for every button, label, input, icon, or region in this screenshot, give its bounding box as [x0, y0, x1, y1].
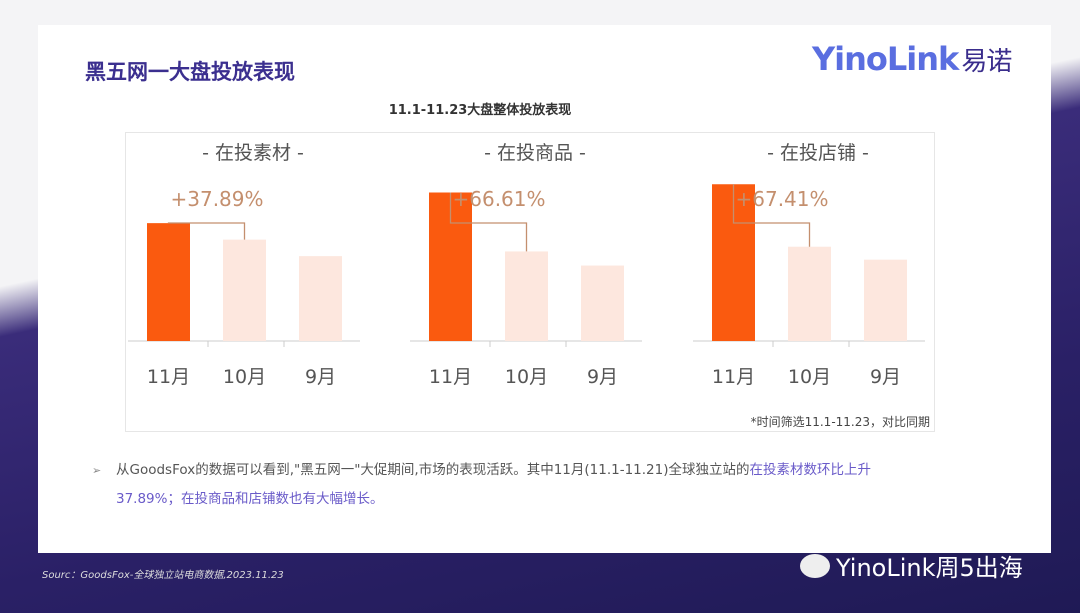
x-tick-label: 11月 — [712, 366, 755, 388]
watermark-text: YinoLink周5出海 — [836, 554, 1023, 582]
bar-9月 — [581, 265, 624, 341]
watermark: YinoLink周5出海 — [800, 548, 1023, 583]
slide-title: 黑五网一大盘投放表现 — [85, 60, 295, 84]
logo-cn: 易诺 — [961, 47, 1012, 77]
comparison-bracket — [167, 222, 246, 240]
bar-9月 — [864, 259, 907, 341]
chart-note: *时间筛选11.1-11.23，对比同期 — [750, 415, 930, 429]
comparison-bracket — [732, 184, 811, 247]
bar-11月 — [147, 223, 190, 341]
bullet-text-2: 37.89%； — [116, 491, 181, 507]
bar-10月 — [505, 251, 548, 341]
logo: YinoLink 易诺 — [812, 40, 1012, 78]
x-tick-label: 9月 — [587, 366, 618, 388]
chart-title: - 在投店铺 - — [767, 142, 869, 164]
growth-annotation: +67.41% — [735, 187, 828, 211]
bullet-highlight-1: 在投素材数环比上升 — [749, 462, 872, 478]
bar-10月 — [788, 246, 831, 341]
summary-bullet: ➢ 从GoodsFox的数据可以看到,"黑五网一"大促期间,市场的表现活跃。其中… — [92, 456, 952, 514]
x-tick-label: 10月 — [505, 366, 548, 388]
wechat-icon — [800, 553, 830, 578]
growth-annotation: +37.89% — [170, 187, 263, 211]
x-tick-label: 11月 — [429, 366, 472, 388]
bar-charts: - 在投素材 - 11月 10月 9月 +37.89% - 在投商品 - 11月 10月 9月 +… — [128, 142, 925, 388]
chart-heading: 11.1-11.23大盘整体投放表现 — [0, 99, 1080, 118]
chart-title: - 在投商品 - — [484, 142, 586, 164]
source-note: Sourc：GoodsFox-全球独立站电商数据,2023.11.23 — [42, 570, 284, 581]
x-tick-label: 9月 — [305, 366, 336, 388]
chart-panel: - 在投素材 - 11月 10月 9月 +37.89% - 在投商品 - 11月 10月 9月 +… — [125, 132, 935, 432]
x-tick-label: 11月 — [147, 366, 190, 388]
chart-heading-text: 11.1-11.23大盘整体投放表现 — [388, 103, 572, 118]
growth-annotation: +66.61% — [452, 187, 545, 211]
bullet-arrow-icon: ➢ — [92, 464, 102, 477]
x-tick-label: 10月 — [223, 366, 266, 388]
x-tick-label: 9月 — [870, 366, 901, 388]
bar-9月 — [299, 256, 342, 341]
bar-10月 — [223, 239, 266, 341]
bullet-text: 从GoodsFox的数据可以看到,"黑五网一"大促期间,市场的表现活跃。其中11… — [116, 462, 750, 478]
chart-title: - 在投素材 - — [202, 142, 304, 164]
comparison-bracket — [449, 192, 528, 252]
bullet-highlight-2: 在投商品和店铺数也有大幅增长。 — [180, 491, 384, 507]
x-tick-label: 10月 — [788, 366, 831, 388]
logo-text: YinoLink — [812, 40, 959, 78]
